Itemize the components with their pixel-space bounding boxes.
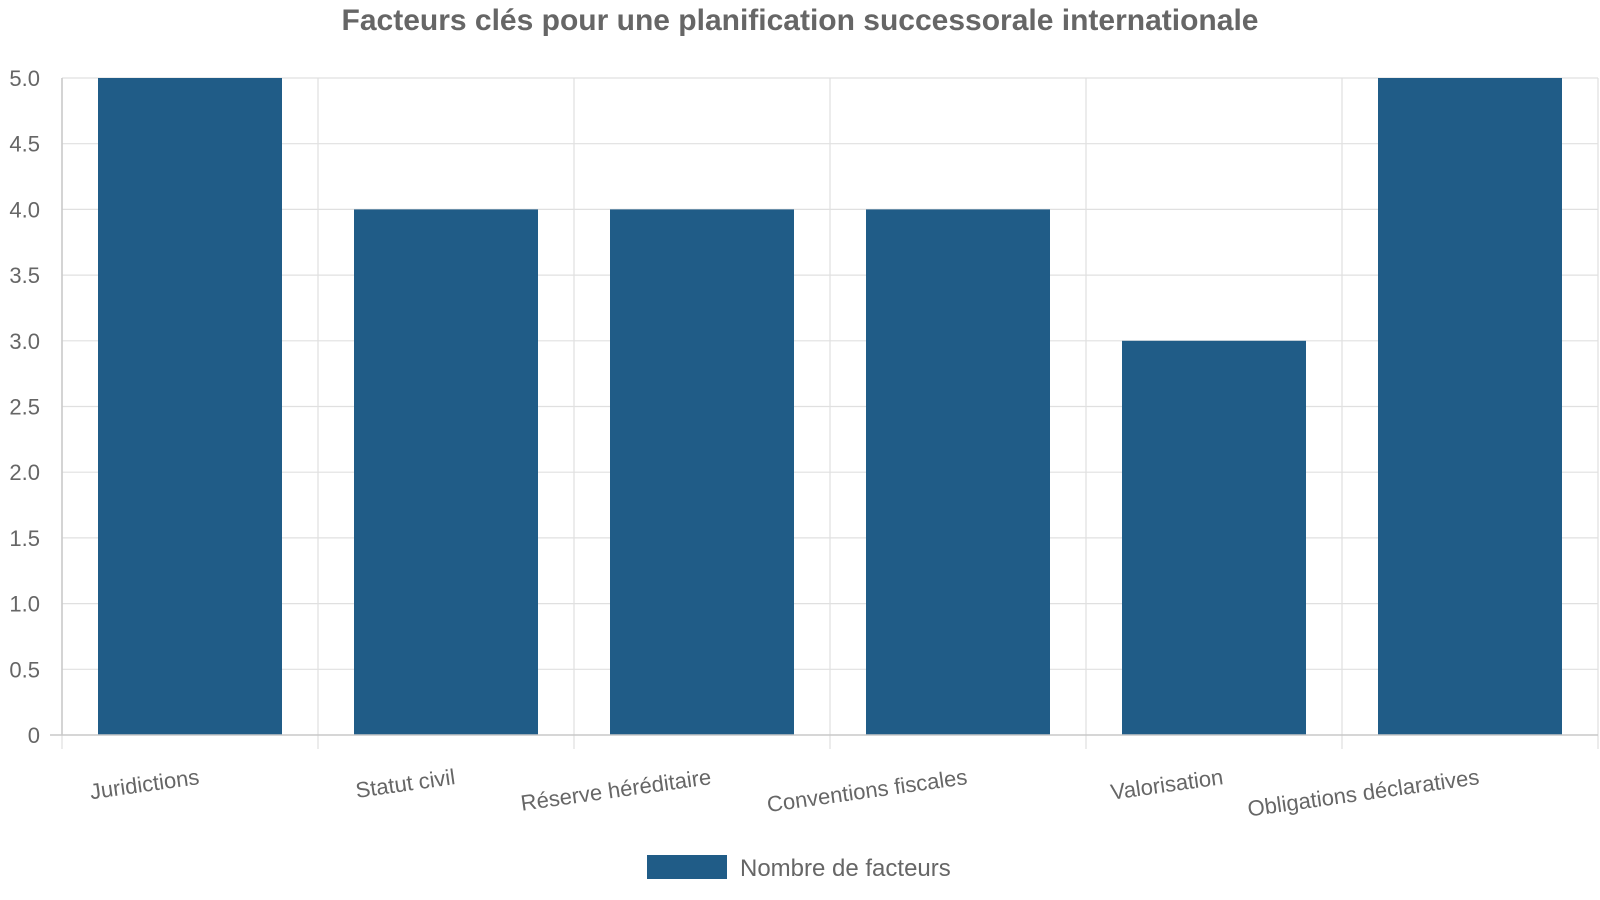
legend-swatch: [647, 855, 727, 879]
x-tick-label: Juridictions: [88, 764, 200, 804]
y-tick-label: 3.5: [9, 263, 40, 288]
bar: [354, 209, 538, 735]
y-tick-label: 2.5: [9, 395, 40, 420]
legend: Nombre de facteurs: [647, 855, 951, 882]
bar: [98, 78, 282, 735]
x-tick-label: Valorisation: [1109, 764, 1225, 805]
x-tick-label: Conventions fiscales: [765, 764, 968, 817]
y-tick-label: 1.0: [9, 592, 40, 617]
x-tick-label: Réserve héréditaire: [519, 764, 713, 815]
bar: [1378, 78, 1562, 735]
axes: [50, 78, 1598, 736]
y-tick-labels: 0 0.5 1.0 1.5 2.0 2.5 3.0 3.5 4.0 4.5 5.0: [9, 66, 40, 748]
y-tick-label: 2.0: [9, 460, 40, 485]
grid-lines: [61, 77, 1599, 749]
chart-title: Facteurs clés pour une planification suc…: [342, 4, 1259, 37]
x-tick-labels: Juridictions Statut civil Réserve hérédita…: [88, 764, 1480, 821]
legend-label: Nombre de facteurs: [740, 855, 951, 882]
bar: [610, 209, 794, 735]
bars: [98, 78, 1562, 735]
bar: [1122, 340, 1306, 735]
y-tick-label: 4.5: [9, 132, 40, 157]
bar: [866, 209, 1050, 735]
x-tick-label: Obligations déclaratives: [1246, 764, 1481, 821]
y-tick-label: 0: [28, 723, 40, 748]
y-tick-label: 0.5: [9, 657, 40, 682]
y-tick-label: 1.5: [9, 526, 40, 551]
x-tick-label: Statut civil: [354, 764, 457, 803]
y-tick-label: 5.0: [9, 66, 40, 91]
y-tick-label: 4.0: [9, 197, 40, 222]
y-tick-label: 3.0: [9, 329, 40, 354]
